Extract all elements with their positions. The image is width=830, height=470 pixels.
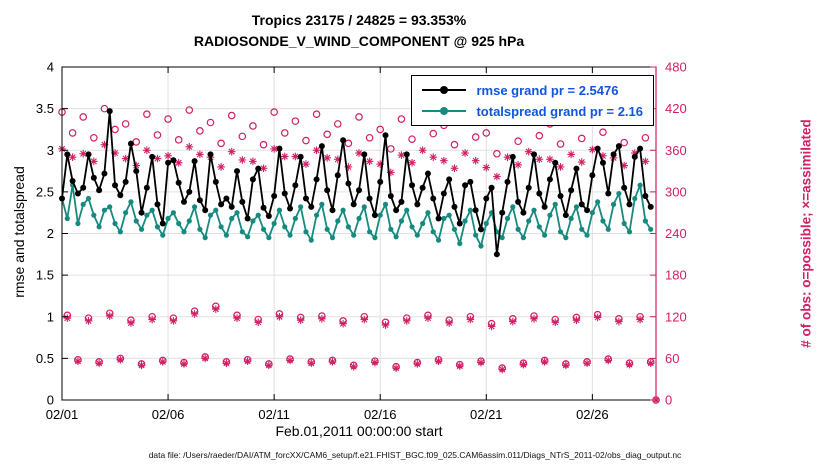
y-axis-label-right: # of obs: o=possible; ×=assimilated	[798, 119, 814, 348]
svg-text:0.5: 0.5	[36, 351, 54, 366]
svg-text:02/01: 02/01	[46, 407, 79, 422]
svg-text:2.5: 2.5	[36, 184, 54, 199]
svg-text:0: 0	[665, 393, 672, 408]
svg-text:4: 4	[47, 60, 54, 75]
y-axis-label-left: rmse and totalspread	[11, 166, 27, 298]
chart-title-line2: RADIOSONDE_V_WIND_COMPONENT @ 925 hPa	[193, 33, 525, 49]
svg-text:480: 480	[665, 60, 687, 75]
svg-text:0: 0	[47, 393, 54, 408]
data-file-caption: data file: /Users/raeder/DAI/ATM_forcXX/…	[148, 450, 682, 460]
svg-text:180: 180	[665, 268, 687, 283]
svg-text:1.5: 1.5	[36, 268, 54, 283]
svg-text:1: 1	[47, 309, 54, 324]
svg-text:420: 420	[665, 101, 687, 116]
svg-text:02/26: 02/26	[576, 407, 609, 422]
svg-text:3.5: 3.5	[36, 101, 54, 116]
svg-text:360: 360	[665, 143, 687, 158]
svg-text:240: 240	[665, 226, 687, 241]
svg-text:02/16: 02/16	[364, 407, 397, 422]
svg-text:300: 300	[665, 184, 687, 199]
svg-text:02/11: 02/11	[258, 407, 290, 422]
legend-item-totalspread: totalspread grand pr = 2.16	[420, 103, 643, 119]
legend: rmse grand pr = 2.5476 totalspread grand…	[411, 75, 654, 126]
legend-label-rmse: rmse grand pr = 2.5476	[476, 82, 619, 98]
x-axis-label: Feb.01,2011 00:00:00 start	[275, 423, 443, 439]
svg-text:3: 3	[47, 143, 54, 158]
svg-text:120: 120	[665, 309, 687, 324]
svg-text:02/21: 02/21	[470, 407, 503, 422]
legend-label-totalspread: totalspread grand pr = 2.16	[476, 103, 643, 119]
svg-text:02/06: 02/06	[152, 407, 185, 422]
svg-text:2: 2	[47, 226, 54, 241]
svg-text:60: 60	[665, 351, 679, 366]
chart-title-line1: Tropics 23175 / 24825 = 93.353%	[251, 12, 467, 28]
legend-line-totalspread-icon	[422, 107, 467, 115]
legend-line-rmse-icon	[422, 86, 467, 94]
legend-item-rmse: rmse grand pr = 2.5476	[420, 82, 643, 98]
